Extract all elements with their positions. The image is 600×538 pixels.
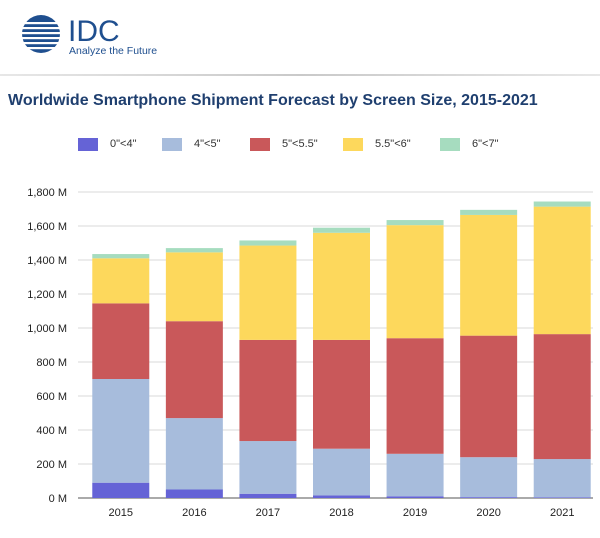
x-tick-label: 2021 — [550, 507, 574, 519]
x-axis: 2015 2016 2017 2018 2019 2020 2021 — [109, 507, 575, 519]
header: IDC Analyze the Future — [0, 0, 600, 74]
bar-segment — [92, 379, 150, 483]
stacked-bar-chart: 0 M 200 M 400 M 600 M 800 M 1,000 M 1,200 M 1,4… — [27, 187, 593, 519]
y-tick-label: 1,800 M — [27, 187, 67, 199]
y-tick-label: 400 M — [36, 425, 67, 437]
bar-segment — [460, 497, 518, 498]
y-axis: 0 M 200 M 400 M 600 M 800 M 1,000 M 1,200 M 1,4… — [27, 187, 67, 505]
bar-segment — [239, 493, 297, 498]
bar-segment — [92, 303, 150, 379]
legend-item: 6"<7" — [440, 136, 498, 152]
bar-segment — [165, 252, 223, 322]
bar-groups — [92, 201, 591, 498]
bar-stack — [386, 220, 444, 498]
x-tick-label: 2017 — [256, 507, 280, 519]
bar-segment — [313, 232, 370, 340]
bar-segment — [386, 338, 444, 454]
bar-segment — [533, 334, 591, 460]
bar-segment — [533, 459, 591, 498]
bar-segment — [386, 453, 444, 497]
bar-segment — [533, 497, 591, 498]
logo-tagline: Analyze the Future — [69, 45, 157, 57]
bar-segment — [239, 339, 297, 442]
bar-segment — [313, 495, 370, 498]
legend-item: 0"<4" — [78, 136, 136, 152]
bar-segment — [386, 225, 444, 339]
bar-stack — [533, 201, 591, 498]
legend-swatch — [250, 137, 270, 151]
x-tick-label: 2016 — [182, 507, 206, 519]
legend-label: 5.5"<6" — [375, 138, 411, 150]
y-tick-label: 200 M — [36, 459, 67, 471]
bar-stack — [313, 227, 370, 498]
bar-segment — [313, 227, 370, 233]
bar-segment — [460, 209, 518, 215]
bar-segment — [165, 248, 223, 253]
legend-label: 5"<5.5" — [282, 138, 318, 150]
legend-swatch — [162, 137, 182, 151]
bar-stack — [92, 254, 150, 498]
bar-segment — [92, 258, 150, 304]
bar-segment — [386, 220, 444, 226]
legend-swatch — [343, 137, 363, 151]
bar-segment — [92, 482, 150, 498]
y-tick-label: 1,600 M — [27, 221, 67, 233]
bar-segment — [386, 496, 444, 498]
legend-item: 4"<5" — [162, 136, 220, 152]
y-tick-label: 600 M — [36, 391, 67, 403]
bar-segment — [313, 448, 370, 496]
chart-title: Worldwide Smartphone Shipment Forecast b… — [8, 92, 538, 109]
bar-segment — [533, 206, 591, 335]
y-tick-label: 1,400 M — [27, 255, 67, 267]
legend-item: 5.5"<6" — [343, 136, 411, 152]
legend-label: 0"<4" — [110, 138, 137, 150]
bar-stack — [165, 248, 223, 498]
bar-segment — [460, 335, 518, 458]
legend-label: 6"<7" — [472, 138, 499, 150]
bar-segment — [165, 418, 223, 490]
y-tick-label: 1,200 M — [27, 289, 67, 301]
legend-label: 4"<5" — [194, 138, 221, 150]
bar-stack — [239, 240, 297, 498]
legend-swatch — [78, 137, 98, 151]
y-tick-label: 1,000 M — [27, 323, 67, 335]
x-tick-label: 2020 — [476, 507, 500, 519]
bar-segment — [460, 214, 518, 336]
bar-segment — [313, 339, 370, 449]
logo-text: IDC — [68, 15, 120, 48]
y-tick-label: 0 M — [49, 493, 67, 505]
bar-segment — [165, 489, 223, 498]
bar-stack — [460, 209, 518, 498]
x-tick-label: 2015 — [109, 507, 133, 519]
legend-item: 5"<5.5" — [250, 136, 318, 152]
chart-legend: 0"<4" 4"<5" 5"<5.5" 5.5"<6" 6"<7" — [0, 136, 600, 156]
globe-icon — [22, 15, 60, 53]
bar-segment — [92, 254, 150, 259]
x-tick-label: 2019 — [403, 507, 427, 519]
header-divider — [0, 74, 600, 76]
x-tick-label: 2018 — [329, 507, 353, 519]
y-tick-label: 800 M — [36, 357, 67, 369]
bar-segment — [239, 245, 297, 340]
legend-swatch — [440, 137, 460, 151]
bar-segment — [533, 201, 591, 207]
idc-logo: IDC Analyze the Future — [22, 15, 157, 57]
bar-segment — [460, 457, 518, 498]
bar-segment — [165, 321, 223, 419]
bar-segment — [239, 441, 297, 494]
bar-segment — [239, 240, 297, 246]
